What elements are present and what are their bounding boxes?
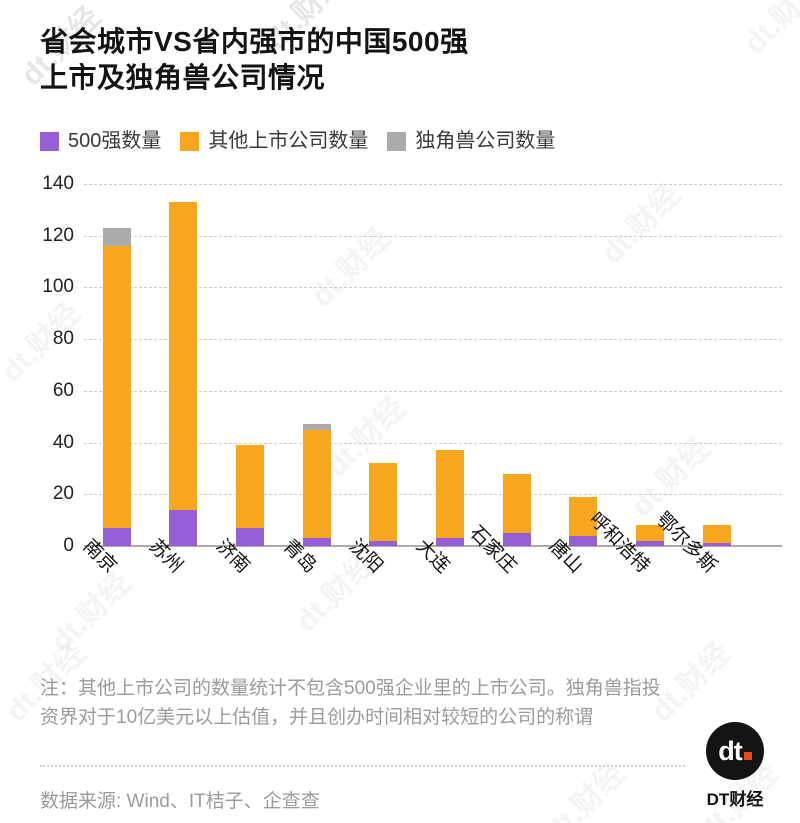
y-axis-tick-label: 20: [52, 483, 74, 505]
y-axis-tick-label: 0: [63, 535, 74, 556]
bar-segment-其他上市公司数量: [502, 473, 531, 534]
y-gridline: [84, 235, 782, 237]
y-axis-tick-label: 60: [52, 379, 74, 401]
y-axis-tick-label: 80: [52, 328, 74, 350]
bar-segment-500强数量: [369, 540, 398, 546]
y-gridline: [84, 442, 782, 444]
x-axis-line: [84, 545, 782, 547]
y-axis-tick-label: 120: [42, 224, 74, 246]
y-axis-tick-label: 140: [42, 173, 74, 194]
dt-logo-icon: dt: [706, 722, 764, 780]
legend-label: 独角兽公司数量: [415, 130, 556, 152]
legend-item: 500强数量: [40, 131, 161, 151]
bar-segment-其他上市公司数量: [569, 496, 598, 536]
legend-item: 其他上市公司数量: [180, 131, 368, 151]
legend-label: 500强数量: [68, 130, 162, 152]
y-gridline: [84, 184, 782, 185]
dotted-divider: [40, 765, 685, 767]
chart-title-line2: 上市及独角兽公司情况: [40, 62, 326, 93]
bar-segment-独角兽公司数量: [102, 227, 131, 247]
y-gridline: [84, 390, 782, 392]
bar-segment-500强数量: [502, 533, 531, 546]
bar-segment-其他上市公司数量: [236, 445, 264, 528]
bar-segment-500强数量: [435, 538, 464, 546]
logo-dot: [743, 751, 752, 760]
y-gridline: [84, 494, 782, 496]
legend-swatch: [180, 131, 200, 151]
bar-segment-500强数量: [569, 535, 598, 546]
legend-item: 独角兽公司数量: [387, 131, 555, 151]
bar-segment-其他上市公司数量: [435, 450, 464, 539]
bar-segment-500强数量: [102, 527, 131, 546]
bar-segment-其他上市公司数量: [102, 246, 131, 528]
bar-segment-500强数量: [702, 543, 731, 546]
bar-segment-500强数量: [169, 509, 198, 546]
y-gridline: [84, 339, 782, 341]
bar-segment-500强数量: [236, 527, 264, 546]
footnote: 注：其他上市公司的数量统计不包含500强企业里的上市公司。独角兽指投资界对于10…: [40, 678, 661, 728]
bar-segment-独角兽公司数量: [302, 424, 331, 430]
bar-segment-其他上市公司数量: [369, 463, 398, 541]
chart-title: 省会城市VS省内强市的中国500强 上市及独角兽公司情况: [40, 24, 469, 96]
y-gridline: [84, 287, 782, 289]
bar-segment-500强数量: [302, 538, 331, 546]
bar-segment-其他上市公司数量: [635, 525, 664, 541]
legend-swatch: [40, 131, 59, 151]
bar-segment-500强数量: [635, 540, 664, 546]
dt-logo: dt DT财经: [705, 722, 765, 810]
legend-swatch: [387, 131, 407, 151]
logo-mark-text: dt: [718, 735, 743, 766]
bar-segment-其他上市公司数量: [302, 429, 331, 539]
bar-segment-其他上市公司数量: [169, 202, 198, 510]
legend: 500强数量 其他上市公司数量 独角兽公司数量: [40, 131, 555, 151]
logo-brand-name: DT财经: [706, 790, 764, 809]
data-source: 数据来源: Wind、IT桔子、企查查: [40, 791, 320, 812]
y-axis-tick-label: 100: [42, 276, 74, 298]
y-axis-tick-label: 40: [52, 431, 74, 453]
legend-label: 其他上市公司数量: [208, 130, 369, 152]
chart-title-line1: 省会城市VS省内强市的中国500强: [40, 26, 469, 57]
bar-segment-其他上市公司数量: [702, 525, 731, 544]
